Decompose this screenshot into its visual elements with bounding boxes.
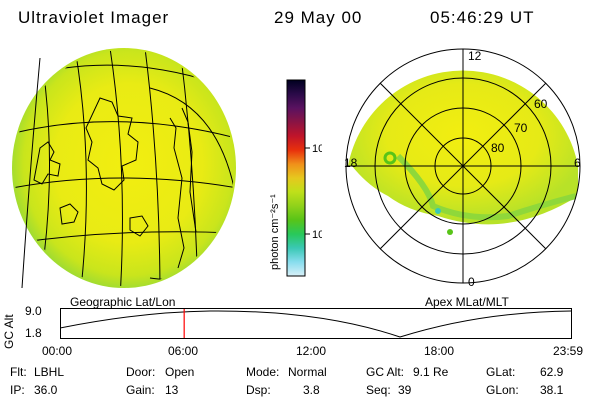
colorbar: 100 10 photon cm⁻²s⁻¹: [269, 79, 322, 277]
xtick-1800: 18:00: [424, 344, 455, 358]
geographic-label: Geographic Lat/Lon: [70, 295, 176, 309]
polar-plot: 12 18 6 0 60 70 80: [344, 48, 581, 289]
door-label: Door:: [126, 365, 156, 379]
glat-value: 62.9: [540, 365, 564, 379]
earth-disk: [12, 48, 236, 288]
colorbar-unit: photon cm⁻²s⁻¹: [269, 194, 281, 270]
mode-value: Normal: [288, 365, 327, 379]
altitude-ylabel: GC Alt: [2, 314, 16, 349]
glat-label: GLat:: [486, 365, 516, 379]
ip-label: IP:: [10, 383, 25, 397]
glon-label: GLon:: [486, 383, 519, 397]
gcalt-label: GC Alt:: [366, 365, 405, 379]
mlat-label-80: 80: [491, 141, 505, 155]
gain-value: 13: [165, 383, 179, 397]
colorbar-tick-100: 100: [312, 143, 322, 155]
altitude-curve: [60, 310, 572, 338]
altitude-ytick-top: 9.0: [25, 304, 42, 318]
gcalt-value: 9.1 Re: [413, 365, 449, 379]
altitude-ytick-bottom: 1.8: [25, 326, 42, 340]
glon-value: 38.1: [540, 383, 564, 397]
flt-label: Flt:: [10, 365, 27, 379]
instrument-title: Ultraviolet Imager: [18, 8, 170, 27]
mlat-label-70: 70: [514, 121, 528, 135]
mlat-label-60: 60: [534, 97, 548, 111]
mlt-label-0: 0: [468, 275, 475, 289]
coastlines: [33, 97, 197, 269]
dsp-value: 3.8: [303, 383, 320, 397]
mlt-label-12: 12: [468, 49, 482, 63]
seq-value: 39: [398, 383, 412, 397]
flt-value: LBHL: [34, 365, 65, 379]
door-value: Open: [165, 365, 195, 379]
xtick-2359: 23:59: [553, 344, 584, 358]
seq-label: Seq:: [366, 383, 391, 397]
date-label: 29 May 00: [274, 8, 363, 27]
geographic-image: [12, 48, 236, 289]
xtick-1200: 12:00: [296, 344, 327, 358]
altitude-plot: [60, 308, 572, 339]
mlt-label-18: 18: [344, 156, 358, 170]
mode-label: Mode:: [246, 365, 280, 379]
apex-label: Apex MLat/MLT: [425, 295, 509, 309]
mlt-diagonal-2: [379, 82, 547, 250]
mlt-label-6: 6: [574, 156, 581, 170]
altitude-frame: [60, 308, 572, 339]
time-label: 05:46:29 UT: [430, 8, 535, 27]
colorbar-scale: [286, 79, 306, 277]
limb-line: [21, 57, 41, 289]
xtick-0600: 06:00: [168, 344, 199, 358]
dsp-label: Dsp:: [246, 383, 271, 397]
gain-label: Gain:: [126, 383, 155, 397]
ip-value: 36.0: [34, 383, 58, 397]
xtick-0000: 00:00: [42, 344, 73, 358]
colorbar-tick-10: 10: [312, 229, 322, 241]
